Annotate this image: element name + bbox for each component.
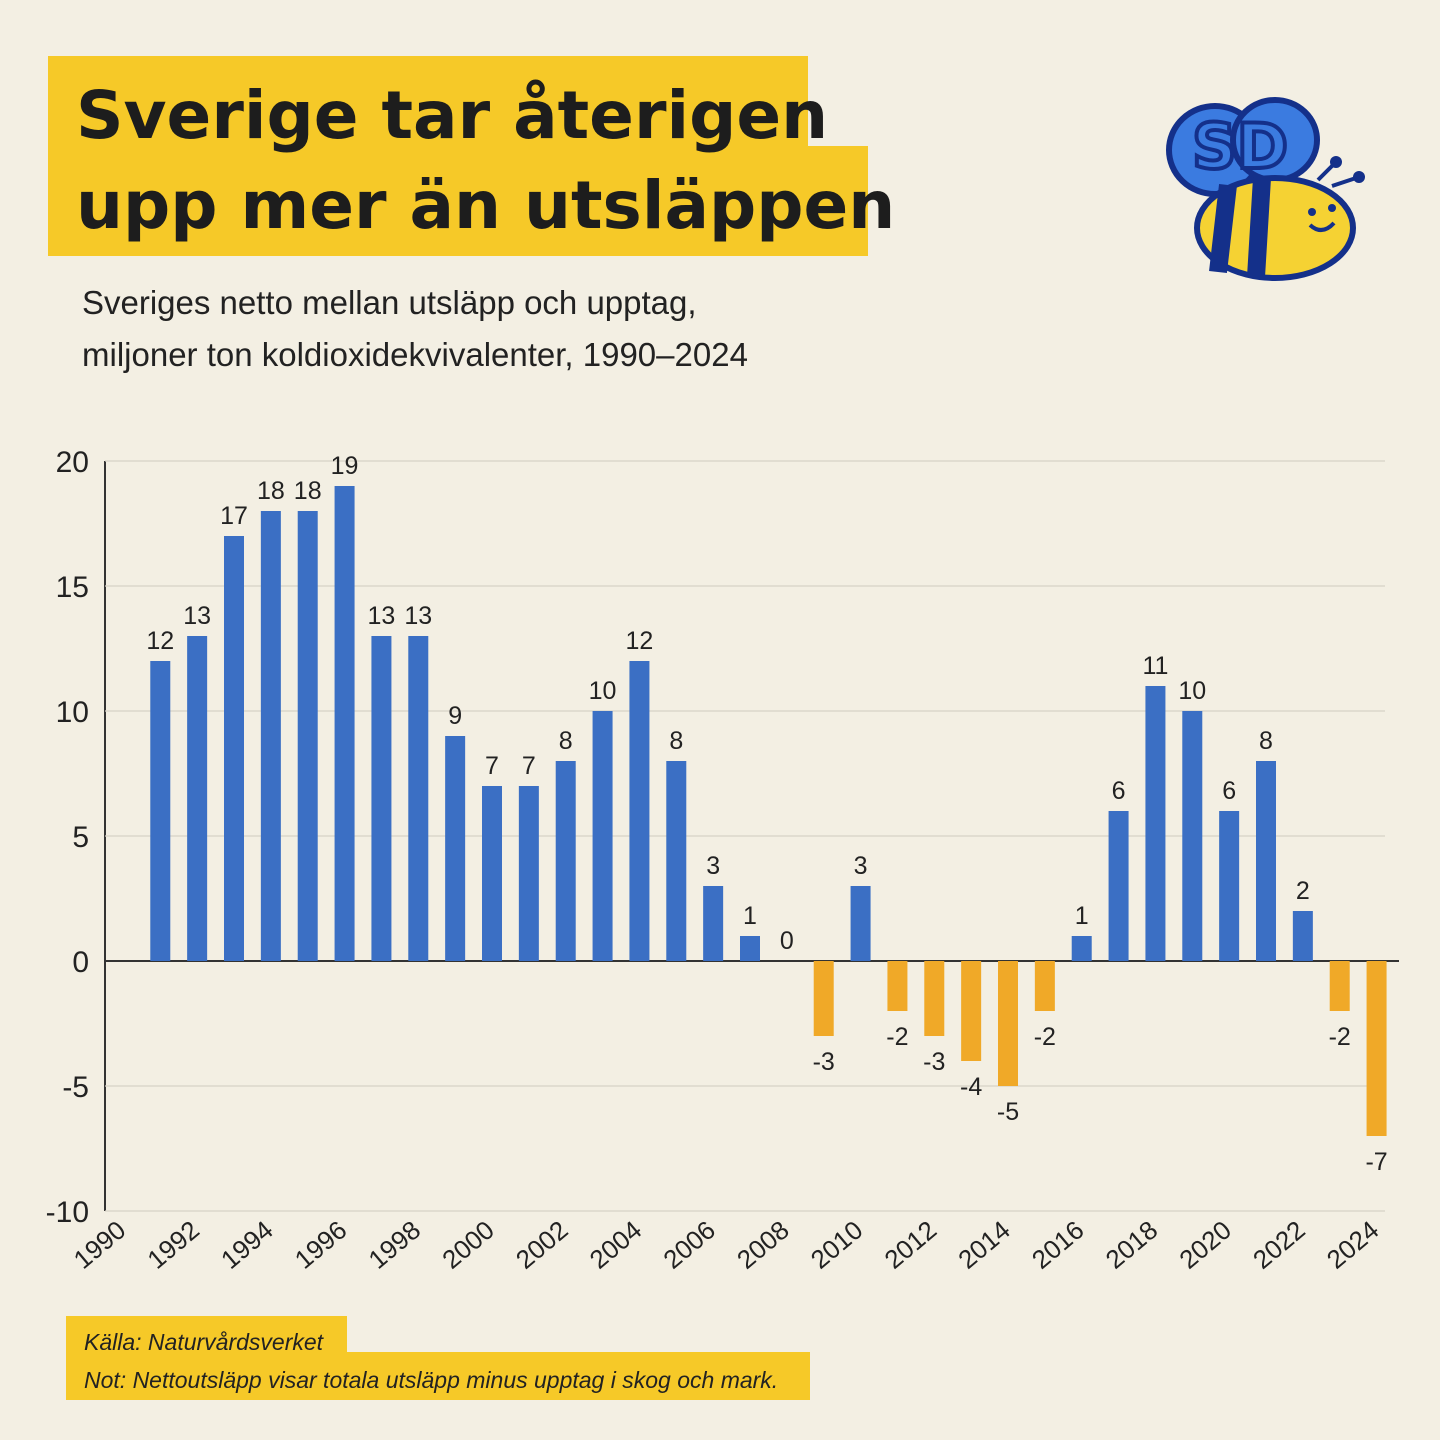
bar (1034, 961, 1055, 1011)
data-label: 7 (522, 752, 536, 780)
bar (1071, 936, 1092, 961)
data-label: 2 (1296, 877, 1310, 905)
bar (150, 661, 171, 961)
subtitle: Sveriges netto mellan utsläpp och upptag… (82, 284, 697, 321)
y-tick-label: -5 (62, 1071, 89, 1104)
data-label: 17 (220, 502, 248, 530)
data-label: -2 (1329, 1023, 1351, 1051)
data-label: -2 (1034, 1023, 1056, 1051)
data-label: 19 (331, 452, 359, 480)
data-label: 12 (626, 627, 654, 655)
antenna (1316, 162, 1357, 188)
y-tick-label: 5 (72, 821, 89, 854)
eye (1308, 208, 1316, 216)
data-label: 18 (294, 477, 322, 505)
bar (371, 636, 392, 961)
data-label: -3 (923, 1048, 945, 1076)
data-label: 6 (1222, 777, 1236, 805)
bar (666, 761, 687, 961)
data-label: 18 (257, 477, 285, 505)
bar (887, 961, 908, 1011)
bar (187, 636, 208, 961)
bar (1182, 711, 1203, 961)
title-highlight (48, 146, 868, 256)
data-label: 11 (1142, 652, 1168, 680)
bar (334, 486, 355, 961)
data-label: 10 (589, 677, 617, 705)
bar (482, 786, 502, 961)
data-label: 1 (1075, 902, 1089, 930)
title-highlight (48, 56, 808, 150)
bar (813, 961, 834, 1036)
bar (703, 886, 724, 961)
data-label: 3 (706, 852, 720, 880)
chart-title: Sverige tar återigen (76, 77, 828, 154)
logo-text: SD (1192, 110, 1288, 183)
body (1194, 175, 1356, 281)
data-label: 6 (1112, 777, 1126, 805)
data-label: 12 (146, 627, 174, 655)
bar (260, 511, 281, 961)
data-label: -3 (813, 1048, 835, 1076)
bar (592, 711, 613, 961)
data-label: -7 (1365, 1148, 1387, 1176)
chart-title: upp mer än utsläppen (76, 167, 895, 244)
source: Källa: Naturvårdsverket (84, 1329, 325, 1355)
bar (1256, 761, 1276, 961)
bar (740, 936, 760, 961)
logo: SD (1166, 97, 1365, 281)
data-label: 7 (485, 752, 499, 780)
data-label: -2 (886, 1023, 908, 1051)
eye (1328, 204, 1336, 212)
bar (1292, 911, 1313, 961)
bar (1329, 961, 1350, 1011)
antenna-tip (1353, 171, 1365, 183)
bar (445, 736, 466, 961)
y-tick-label: 10 (56, 696, 89, 729)
bar (961, 961, 982, 1061)
data-label: 0 (780, 927, 794, 955)
data-label: 1 (743, 902, 757, 930)
bar (1145, 686, 1166, 961)
smile (1308, 221, 1336, 232)
data-label: 8 (559, 727, 573, 755)
data-label: 10 (1178, 677, 1206, 705)
bar (998, 961, 1018, 1086)
bar (629, 661, 650, 961)
data-label: 8 (1259, 727, 1273, 755)
bar (1219, 811, 1240, 961)
antenna-tip (1330, 156, 1342, 168)
bar (1108, 811, 1129, 961)
data-label: 9 (448, 702, 462, 730)
bar (518, 786, 539, 961)
subtitle: miljoner ton koldioxidekvivalenter, 1990… (82, 336, 748, 373)
y-tick-label: 15 (56, 571, 89, 604)
stripe (1209, 177, 1271, 278)
bar (850, 886, 871, 961)
data-label: 8 (669, 727, 683, 755)
y-tick-label: 0 (72, 946, 89, 979)
bar (1366, 961, 1387, 1136)
data-label: 13 (404, 602, 432, 630)
note: Not: Nettoutsläpp visar totala utsläpp m… (84, 1367, 778, 1393)
footer-highlight (66, 1316, 347, 1356)
bar (924, 961, 945, 1036)
bar (555, 761, 576, 961)
footer-highlight (66, 1352, 810, 1400)
data-label: 13 (183, 602, 211, 630)
data-label: -4 (960, 1073, 982, 1101)
y-tick-label: -10 (46, 1196, 89, 1229)
data-label: -5 (997, 1098, 1019, 1126)
bar (297, 511, 318, 961)
bar (408, 636, 429, 961)
data-label: 13 (368, 602, 396, 630)
bar (224, 536, 244, 961)
y-tick-label: 20 (56, 446, 89, 479)
data-label: 3 (854, 852, 868, 880)
